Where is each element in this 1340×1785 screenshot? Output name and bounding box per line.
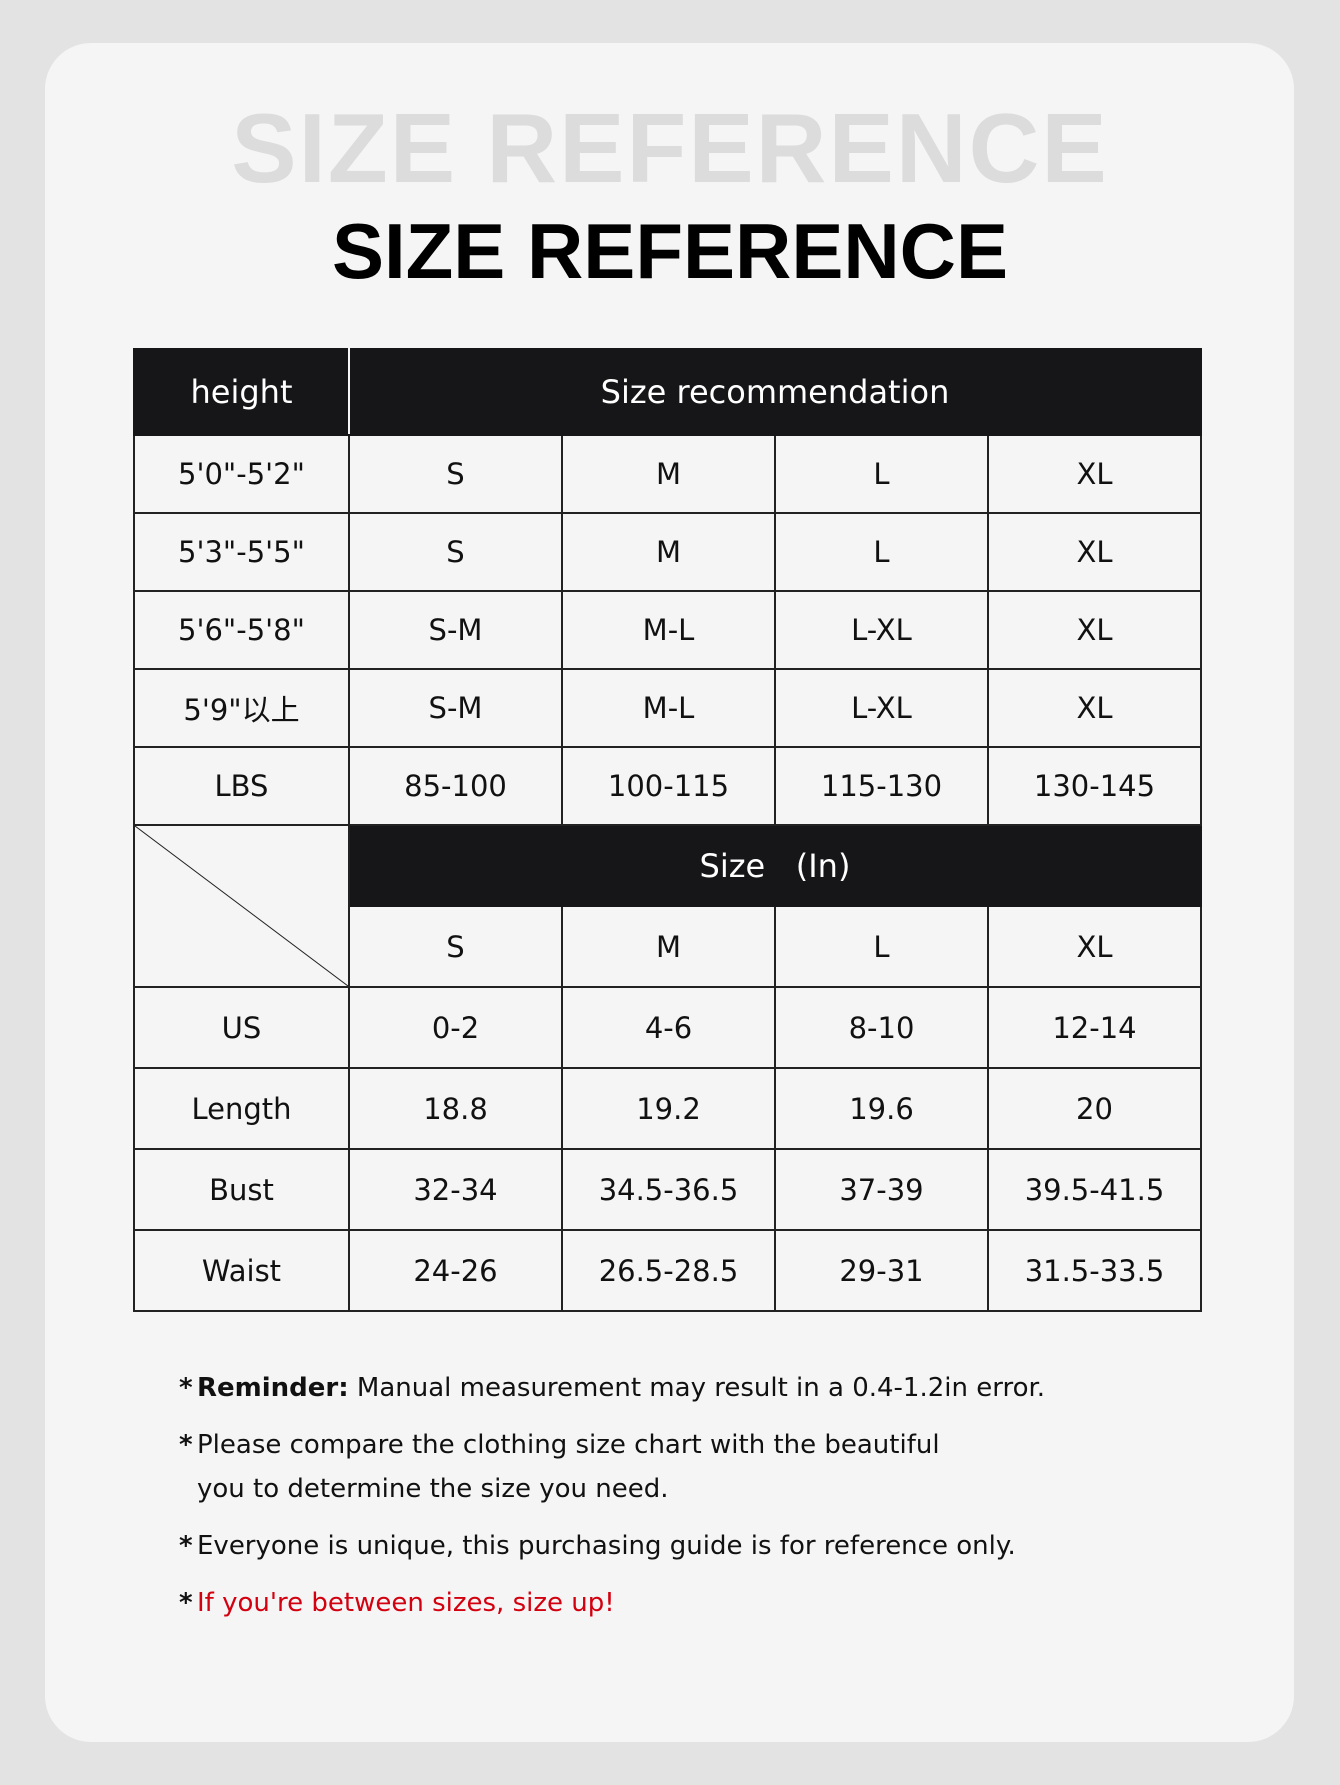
height-value: L-XL <box>774 668 989 748</box>
table-header-row: height Size recommendation <box>133 348 1202 436</box>
measurement-value: 26.5-28.5 <box>561 1229 776 1312</box>
height-value: XL <box>987 590 1202 670</box>
measurement-label: Length <box>133 1067 350 1150</box>
height-row: LBS 85-100 100-115 115-130 130-145 <box>133 746 1202 826</box>
height-value: L-XL <box>774 590 989 670</box>
size-label: M <box>561 905 776 988</box>
height-value: 85-100 <box>348 746 563 826</box>
height-label: LBS <box>133 746 350 826</box>
note-compare: * Please compare the clothing size chart… <box>179 1423 979 1511</box>
bullet-star-icon: * <box>179 1588 193 1618</box>
height-value: S-M <box>348 668 563 748</box>
height-value: XL <box>987 512 1202 592</box>
diagonal-corner-cell <box>133 824 350 988</box>
size-label: L <box>774 905 989 988</box>
height-value: L <box>774 434 989 514</box>
size-header-row: Size (In) <box>133 824 1202 988</box>
diagonal-line <box>135 826 348 986</box>
compare-text: Please compare the clothing size chart w… <box>197 1430 940 1504</box>
height-value: L <box>774 512 989 592</box>
header-size-recommendation: Size recommendation <box>348 348 1202 436</box>
height-row: 5'3"-5'5" S M L XL <box>133 512 1202 592</box>
bullet-star-icon: * <box>179 1373 193 1403</box>
height-value: 100-115 <box>561 746 776 826</box>
reminder-label: Reminder: <box>197 1373 349 1403</box>
measurement-value: 32-34 <box>348 1148 563 1231</box>
measurement-value: 29-31 <box>774 1229 989 1312</box>
height-value: XL <box>987 434 1202 514</box>
height-row: 5'9"以上 S-M M-L L-XL XL <box>133 668 1202 748</box>
height-label: 5'9"以上 <box>133 668 350 748</box>
note-reminder: * Reminder: Manual measurement may resul… <box>179 1366 1079 1410</box>
height-value: 115-130 <box>774 746 989 826</box>
bullet-star-icon: * <box>179 1531 193 1561</box>
height-value: M <box>561 434 776 514</box>
measurement-row: Length 18.8 19.2 19.6 20 <box>133 1067 1202 1150</box>
note-size-up: * If you're between sizes, size up! <box>179 1581 1079 1625</box>
height-value: M-L <box>561 668 776 748</box>
size-labels-row: S M L XL <box>134 905 1202 988</box>
height-value: S <box>348 434 563 514</box>
measurement-value: 8-10 <box>774 986 989 1069</box>
measurement-value: 20 <box>987 1067 1202 1150</box>
height-value: M <box>561 512 776 592</box>
size-table: height Size recommendation 5'0"-5'2" S M L X… <box>133 348 1202 1312</box>
measurement-label: Bust <box>133 1148 350 1231</box>
measurement-value: 12-14 <box>987 986 1202 1069</box>
measurement-row: US 0-2 4-6 8-10 12-14 <box>133 986 1202 1069</box>
size-label: S <box>348 905 563 988</box>
notes-list: * Reminder: Manual measurement may resul… <box>179 1366 1079 1638</box>
height-value: 130-145 <box>987 746 1202 826</box>
measurement-value: 19.2 <box>561 1067 776 1150</box>
measurement-value: 19.6 <box>774 1067 989 1150</box>
size-inches-header: Size (In) <box>348 824 1202 907</box>
height-label: 5'6"-5'8" <box>133 590 350 670</box>
measurement-value: 0-2 <box>348 986 563 1069</box>
height-value: S <box>348 512 563 592</box>
measurement-value: 24-26 <box>348 1229 563 1312</box>
measurement-value: 34.5-36.5 <box>561 1148 776 1231</box>
bullet-star-icon: * <box>179 1430 193 1460</box>
size-up-text: If you're between sizes, size up! <box>197 1588 615 1618</box>
height-row: 5'0"-5'2" S M L XL <box>133 434 1202 514</box>
measurement-row: Bust 32-34 34.5-36.5 37-39 39.5-41.5 <box>133 1148 1202 1231</box>
header-height: height <box>133 348 350 436</box>
height-value: XL <box>987 668 1202 748</box>
note-unique: * Everyone is unique, this purchasing gu… <box>179 1524 1079 1568</box>
page-title: SIZE REFERENCE <box>331 207 1009 295</box>
reminder-text: Manual measurement may result in a 0.4-1… <box>348 1373 1046 1403</box>
measurement-row: Waist 24-26 26.5-28.5 29-31 31.5-33.5 <box>133 1229 1202 1312</box>
height-value: S-M <box>348 590 563 670</box>
size-label: XL <box>987 905 1202 988</box>
height-row: 5'6"-5'8" S-M M-L L-XL XL <box>133 590 1202 670</box>
height-label: 5'0"-5'2" <box>133 434 350 514</box>
measurement-value: 18.8 <box>348 1067 563 1150</box>
measurement-value: 37-39 <box>774 1148 989 1231</box>
measurement-label: Waist <box>133 1229 350 1312</box>
title-watermark: SIZE REFERENCE <box>231 93 1109 203</box>
unique-text: Everyone is unique, this purchasing guid… <box>197 1531 1016 1561</box>
measurement-value: 31.5-33.5 <box>987 1229 1202 1312</box>
measurement-value: 4-6 <box>561 986 776 1069</box>
measurement-label: US <box>133 986 350 1069</box>
height-value: M-L <box>561 590 776 670</box>
height-label: 5'3"-5'5" <box>133 512 350 592</box>
measurement-value: 39.5-41.5 <box>987 1148 1202 1231</box>
